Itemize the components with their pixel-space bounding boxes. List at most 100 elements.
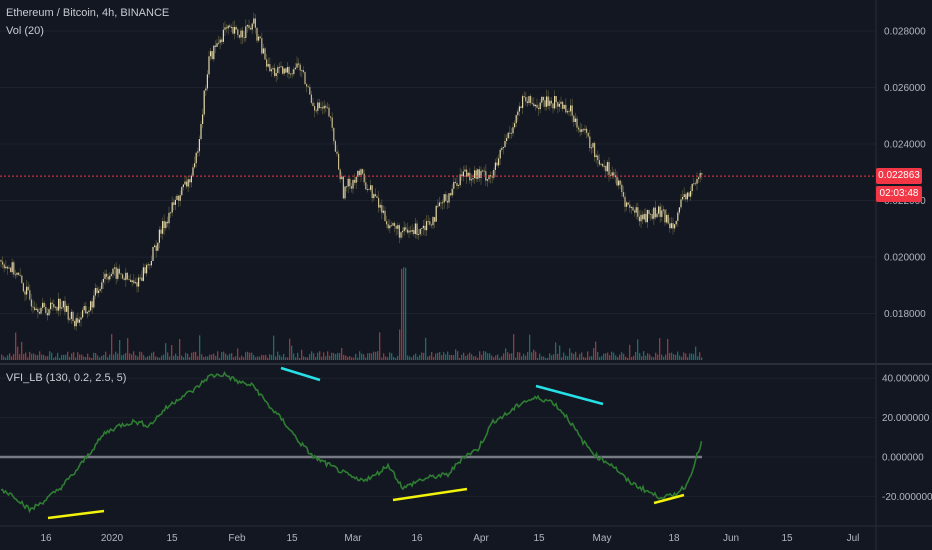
indicator-axis[interactable]: 40.000000 20.000000 0.000000 -20.000000 [882, 374, 932, 503]
candle-body [322, 107, 324, 109]
vfi-indicator-label[interactable]: VFI_LB (130, 0.2, 2.5, 5) [6, 372, 127, 384]
indicator-pane[interactable] [0, 366, 876, 520]
candle-body [85, 306, 87, 314]
volume-bar [407, 355, 409, 360]
volume-bar [669, 352, 671, 360]
symbol-title[interactable]: Ethereum / Bitcoin, 4h, BINANCE [6, 7, 170, 19]
candle-body [347, 178, 349, 187]
candle-body [618, 180, 620, 186]
volume-bar [425, 337, 427, 360]
candle-body [558, 103, 560, 107]
candle-body [318, 102, 320, 108]
candle-body [198, 139, 200, 152]
candle-body [427, 221, 429, 223]
candle-body [406, 229, 408, 233]
candle-body [261, 38, 263, 54]
volume-bar [527, 351, 529, 360]
candle-body [142, 267, 144, 281]
volume-bar [291, 345, 293, 360]
candle-body [541, 96, 543, 103]
candle-body [43, 302, 45, 307]
candle-body [410, 230, 412, 232]
candle-body [381, 205, 383, 213]
candle-body [157, 242, 159, 251]
candle-body [587, 132, 589, 137]
candle-body [104, 273, 106, 279]
volume-bar [205, 356, 207, 360]
candle-body [155, 245, 157, 251]
candle-body [350, 186, 352, 189]
volume-bar [565, 355, 567, 360]
candle-body [195, 152, 197, 164]
volume-bar [21, 341, 23, 360]
volume-bar [35, 354, 37, 360]
volume-bar [197, 356, 199, 360]
candle-body [419, 228, 421, 235]
volume-bar [525, 355, 527, 360]
candle-body [40, 307, 42, 314]
candle-body [69, 318, 71, 320]
candle-body [520, 106, 522, 108]
candle-body [192, 167, 194, 176]
candle-body [259, 36, 261, 39]
volume-bar [103, 354, 105, 360]
volume-bar [105, 351, 107, 360]
candle-body [306, 84, 308, 87]
indicator-gridlines [0, 377, 876, 497]
volume-bar [229, 353, 231, 360]
volume-bar [341, 347, 343, 360]
volume-bar [273, 335, 275, 360]
candle-body [699, 173, 701, 178]
candle-body [362, 169, 364, 174]
volume-bar [319, 351, 321, 360]
volume-bar [99, 357, 101, 360]
candle-body [304, 72, 306, 85]
candle-body [262, 48, 264, 54]
candle-body [602, 163, 604, 167]
candle-body [309, 87, 311, 95]
volume-bar [587, 351, 589, 360]
volume-bar [129, 353, 131, 360]
volume-bar [147, 356, 149, 360]
candle-body [35, 308, 37, 310]
volume-indicator-label[interactable]: Vol (20) [6, 25, 44, 37]
time-axis[interactable]: 16 2020 15 Feb 15 Mar 16 Apr 15 May 18 Jun 15 Jul [40, 533, 859, 544]
volume-bar [629, 344, 631, 360]
candle-body [453, 181, 455, 189]
volume-bar [641, 356, 643, 360]
candle-body [227, 25, 229, 29]
candle-body [342, 176, 344, 199]
time-tick-label: 16 [40, 533, 52, 544]
candle-body [398, 225, 400, 238]
candle-body [626, 202, 628, 207]
volume-bar [447, 351, 449, 360]
volume-bar [519, 352, 521, 360]
candle-body [445, 194, 447, 201]
candle-body [632, 207, 634, 211]
candle-body [187, 179, 189, 187]
candle-body [555, 96, 557, 103]
volume-bar [473, 356, 475, 360]
volume-bar [465, 355, 467, 360]
volume-bar [77, 352, 79, 360]
candle-body [203, 90, 205, 115]
volume-bar [355, 353, 357, 360]
volume-bar [183, 357, 185, 360]
bar-countdown-tag: 02:03:48 [876, 186, 922, 202]
volume-bar [419, 355, 421, 360]
price-pane[interactable] [0, 12, 876, 360]
candle-body [494, 162, 496, 170]
price-candles [0, 12, 703, 331]
candle-body [26, 286, 28, 295]
candle-body [107, 276, 109, 280]
candle-body [690, 191, 692, 197]
candle-body [635, 207, 637, 213]
candle-body [365, 182, 367, 190]
volume-bar [135, 355, 137, 360]
candle-body [373, 194, 375, 199]
candle-body [328, 107, 330, 117]
volume-bar [237, 348, 239, 360]
candle-body [59, 298, 61, 309]
candle-body [139, 277, 141, 279]
